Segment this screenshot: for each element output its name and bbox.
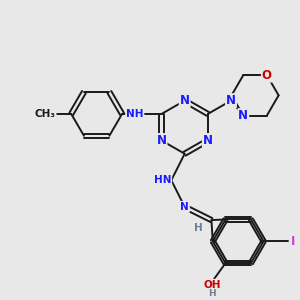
- Text: N: N: [157, 134, 166, 147]
- Text: O: O: [262, 69, 272, 82]
- Text: N: N: [226, 94, 236, 107]
- Text: H: H: [208, 289, 216, 298]
- Text: CH₃: CH₃: [35, 109, 56, 119]
- Text: NH: NH: [126, 109, 143, 119]
- Text: N: N: [203, 134, 213, 147]
- Text: N: N: [180, 202, 189, 212]
- Text: N: N: [180, 94, 190, 107]
- Text: H: H: [194, 223, 203, 233]
- Text: N: N: [238, 109, 248, 122]
- Text: I: I: [290, 235, 295, 248]
- Text: HN: HN: [154, 175, 171, 185]
- Text: OH: OH: [203, 280, 221, 290]
